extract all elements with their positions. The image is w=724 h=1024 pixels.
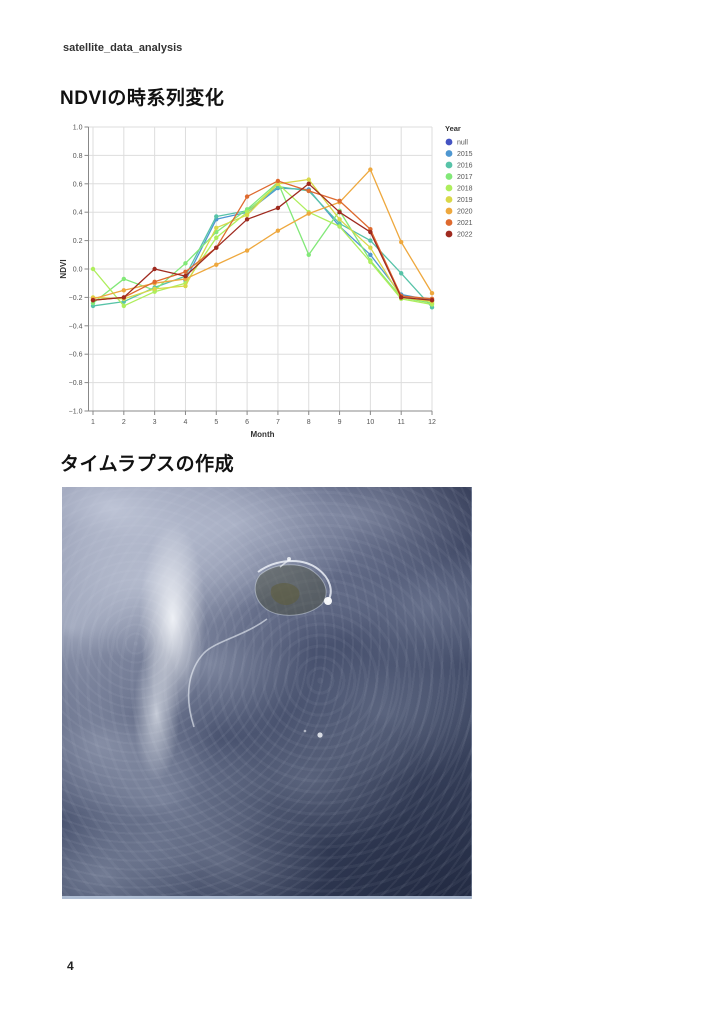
y-tick-label: 0.8: [73, 153, 83, 160]
x-tick-label: 10: [366, 419, 374, 426]
y-tick-label: −0.8: [69, 380, 83, 387]
legend-swatch: [445, 184, 453, 192]
y-tick-label: −0.4: [69, 323, 83, 330]
legend-item-2019: 2019: [445, 196, 473, 204]
atoll-bright-tip: [324, 597, 332, 605]
legend-label: 2016: [457, 163, 473, 170]
atoll-land: [270, 583, 300, 606]
legend-item-2020: 2020: [445, 207, 473, 216]
legend-item-2016: 2016: [445, 161, 473, 170]
chart-series-2016: [90, 184, 435, 310]
legend-label: 2017: [457, 174, 473, 181]
legend-label: 2015: [457, 151, 473, 158]
y-tick-label: −0.2: [69, 295, 83, 302]
legend-swatch: [445, 196, 453, 203]
legend-item-null: null: [445, 138, 468, 147]
legend-item-2022: 2022: [445, 230, 473, 239]
chart-grid: [88, 126, 433, 412]
section-title-ndvi: NDVIの時系列変化: [60, 88, 225, 109]
x-tick-label: 7: [276, 419, 280, 426]
page-number: 4: [67, 959, 74, 973]
legend-swatch: [445, 150, 453, 157]
small-cloud-dot: [317, 732, 323, 738]
x-tick-label: 6: [245, 419, 249, 426]
x-axis-title: Month: [251, 430, 275, 439]
legend-item-2021: 2021: [445, 219, 473, 227]
x-tick-label: 4: [184, 419, 188, 426]
ndvi-chart-svg: 1.00.80.60.40.20.0−0.2−0.4−0.6−0.8−1.01 2…: [59, 124, 473, 440]
document-filename: satellite_data_analysis: [63, 42, 183, 54]
x-tick-label: 9: [338, 419, 342, 426]
atoll-wake-line: [187, 618, 268, 728]
legend-label: 2022: [457, 232, 473, 239]
y-tick-label: 1.0: [73, 125, 83, 132]
y-tick-label: −1.0: [69, 409, 83, 416]
legend-swatch: [445, 173, 453, 180]
legend-swatch: [445, 219, 453, 226]
y-tick-label: 0.2: [73, 238, 83, 245]
small-cloud-dot-2: [303, 729, 307, 733]
satellite-image: [62, 487, 472, 899]
legend-item-2017: 2017: [445, 173, 473, 181]
x-tick-label: 8: [307, 419, 311, 426]
x-tick-label: 5: [214, 419, 218, 426]
legend-item-2015: 2015: [445, 150, 473, 158]
chart-axes: 1.00.80.60.40.20.0−0.2−0.4−0.6−0.8−1.01 2…: [59, 125, 436, 440]
ndvi-line-chart: 1.0 0.8 0.6 0.4 0.2 0.0 −0.2 −0.4 −0.6 −0.8 −1.0 1 2…: [57, 117, 503, 441]
x-tick-label: 2: [122, 419, 126, 426]
legend-title: Year: [445, 124, 461, 133]
legend-label: 2020: [457, 209, 473, 216]
legend-swatch: [445, 230, 453, 238]
atoll-reef-rim: [257, 560, 332, 602]
legend-label: null: [457, 140, 468, 147]
y-tick-label: 0.0: [73, 267, 83, 274]
legend-label: 2019: [457, 197, 473, 204]
legend-item-2018: 2018: [445, 184, 473, 193]
legend-label: 2018: [457, 186, 473, 193]
legend-swatch: [445, 138, 453, 146]
x-tick-label: 12: [428, 419, 436, 426]
section-title-timelapse: タイムラプスの作成: [60, 454, 235, 475]
legend-swatch: [445, 207, 453, 215]
y-tick-label: 0.4: [73, 210, 83, 217]
y-axis-title: NDVI: [59, 259, 68, 278]
x-tick-label: 11: [398, 419, 405, 426]
legend-swatch: [445, 161, 453, 169]
chart-series-2022: [90, 181, 435, 303]
chart-legend: Year null 2015 2016 2017 2018 2019 2020 2021 2022: [445, 124, 473, 239]
legend-label: 2021: [457, 220, 473, 227]
x-tick-label: 1: [91, 419, 95, 426]
atoll-tip-dot: [287, 557, 291, 561]
x-tick-label: 3: [153, 419, 157, 426]
y-tick-label: −0.6: [69, 352, 83, 359]
y-tick-label: 0.6: [73, 181, 83, 188]
atoll-overlay: [187, 557, 332, 738]
